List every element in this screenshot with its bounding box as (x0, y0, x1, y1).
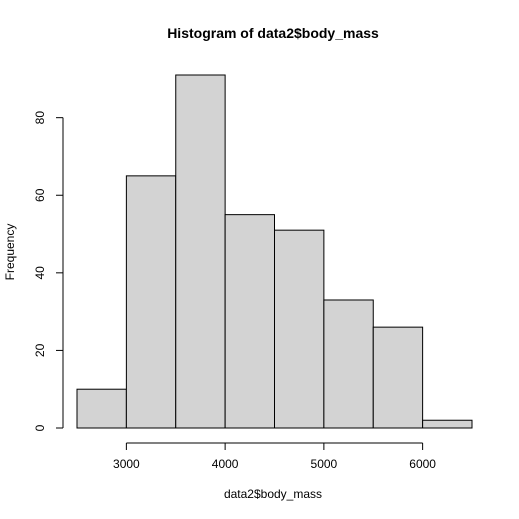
histogram-bar-3 (224, 214, 275, 429)
x-tick-label-2: 5000 (311, 457, 338, 471)
bars-layer (76, 74, 473, 429)
y-tick-label-2: 40 (33, 266, 47, 280)
histogram-bar-2 (175, 74, 226, 429)
x-tick-label-3: 6000 (409, 457, 436, 471)
histogram-bar-7 (422, 419, 473, 429)
y-tick-label-1: 20 (33, 343, 47, 357)
chart-title: Histogram of data2$body_mass (167, 25, 379, 41)
x-axis-label: data2$body_mass (224, 487, 322, 501)
y-axis-label: Frequency (3, 224, 17, 281)
histogram-bar-0 (76, 388, 127, 429)
x-tick-label-1: 4000 (212, 457, 239, 471)
x-tick-label-0: 3000 (113, 457, 140, 471)
histogram-bar-1 (125, 175, 177, 429)
histogram-bar-6 (372, 326, 424, 429)
y-axis: 0 20 40 60 80 (33, 111, 64, 431)
histogram-bar-5 (323, 299, 374, 429)
y-tick-label-3: 60 (33, 188, 47, 202)
histogram-bar-4 (274, 229, 325, 429)
y-tick-label-4: 80 (33, 111, 47, 125)
y-tick-label-0: 0 (33, 424, 47, 431)
x-axis: 3000 4000 5000 6000 (113, 442, 436, 471)
